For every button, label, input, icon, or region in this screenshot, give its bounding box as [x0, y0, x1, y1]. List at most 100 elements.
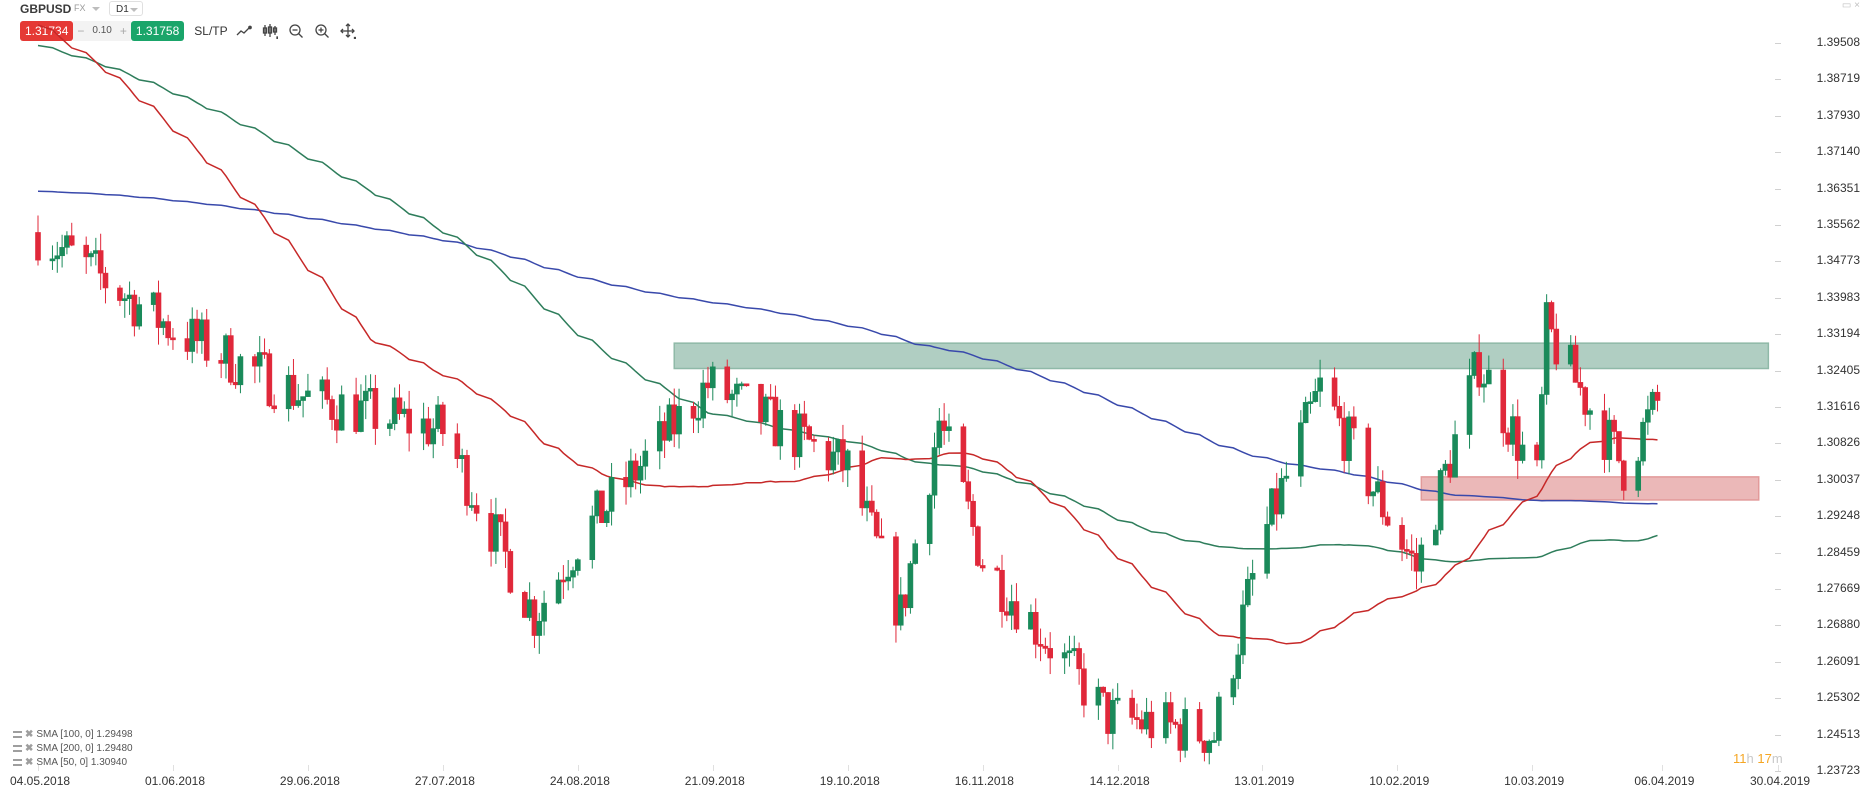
zoom-out-icon[interactable]: [286, 21, 306, 41]
support-zone[interactable]: [1420, 476, 1760, 501]
bearish-candle: [1100, 686, 1107, 693]
bearish-candle: [165, 321, 171, 339]
resistance-zone[interactable]: [673, 342, 1770, 370]
symbol-label[interactable]: GBPUSD: [20, 2, 72, 16]
time-axis-tick: [1662, 765, 1664, 771]
close-icon[interactable]: ✖: [25, 729, 34, 740]
bullish-candle: [1298, 422, 1304, 477]
settings-icon[interactable]: [13, 759, 22, 766]
bullish-candle: [1216, 696, 1222, 741]
legend-label: SMA [50, 0] 1.30940: [36, 757, 128, 768]
bullish-candle: [1211, 740, 1217, 743]
bullish-candle: [1235, 654, 1241, 679]
bearish-candle: [960, 426, 967, 482]
bearish-candle: [801, 413, 808, 427]
time-axis-tick: [1532, 765, 1534, 771]
decrease-quantity-button[interactable]: −: [77, 24, 85, 38]
zoom-in-icon[interactable]: [312, 21, 332, 41]
time-axis-label: 19.10.2018: [819, 774, 880, 788]
bearish-candle: [184, 338, 191, 352]
bullish-candle: [223, 335, 229, 364]
bearish-candle: [632, 460, 639, 481]
price-axis-label: 1.31616: [1816, 398, 1860, 413]
bullish-candle: [199, 319, 205, 342]
increase-quantity-button[interactable]: +: [119, 24, 127, 38]
bullish-candle: [1539, 394, 1545, 461]
time-axis-label: 10.02.2019: [1369, 774, 1430, 788]
bearish-candle: [859, 450, 866, 509]
bearish-candle: [488, 513, 494, 552]
bullish-candle: [1240, 604, 1246, 656]
buy-button[interactable]: 1.31758: [130, 21, 185, 41]
market-label: FX: [74, 3, 86, 13]
bearish-candle: [560, 579, 567, 583]
bearish-candle: [440, 404, 446, 435]
bearish-candle: [1013, 601, 1020, 630]
bullish-candle: [1061, 652, 1068, 659]
legend-label: SMA [100, 0] 1.29498: [36, 729, 133, 740]
bearish-candle: [690, 406, 697, 419]
bullish-candle: [88, 253, 94, 258]
bearish-candle: [497, 514, 504, 523]
bearish-candle: [1399, 524, 1405, 550]
sltp-button[interactable]: SL/TP: [194, 24, 228, 38]
bearish-candle: [994, 567, 1000, 571]
bullish-candle: [1264, 524, 1270, 574]
bullish-candle: [1606, 419, 1613, 460]
bearish-candle: [1201, 740, 1208, 753]
bearish-candle: [266, 353, 273, 407]
price-axis-tick: [1775, 479, 1781, 481]
bullish-candle: [656, 421, 663, 452]
crosshair-move-icon[interactable]: [338, 21, 358, 41]
bearish-candle: [1047, 648, 1053, 659]
quantity-stepper[interactable]: − 0.10 +: [73, 21, 131, 41]
price-axis-tick: [1775, 261, 1781, 263]
bullish-candle: [926, 494, 933, 544]
bearish-candle: [791, 410, 798, 458]
settings-icon[interactable]: [13, 731, 22, 738]
candlestick-icon[interactable]: [260, 21, 280, 41]
bearish-candle: [869, 500, 875, 513]
quantity-value[interactable]: 0.10: [92, 25, 112, 36]
bearish-candle: [840, 439, 846, 471]
bearish-candle: [772, 396, 779, 447]
bearish-candle: [1341, 417, 1348, 461]
price-axis-label: 1.33194: [1816, 326, 1860, 341]
bearish-candle: [218, 360, 224, 364]
time-axis-label: 16.11.2018: [954, 774, 1014, 788]
bullish-candle: [160, 321, 167, 328]
bullish-candle: [1095, 686, 1102, 706]
price-axis-label: 1.28459: [1816, 544, 1860, 559]
bullish-candle: [1110, 699, 1116, 734]
market-selector[interactable]: FX: [74, 3, 100, 13]
bearish-candle: [1553, 328, 1560, 365]
bullish-candle: [1567, 344, 1574, 365]
close-icon[interactable]: ✖: [25, 743, 34, 754]
line-chart-icon[interactable]: [234, 21, 254, 41]
bearish-candle: [1582, 387, 1589, 415]
bearish-candle: [965, 481, 972, 502]
bullish-candle: [1269, 488, 1275, 525]
price-axis-label: 1.37930: [1816, 107, 1860, 122]
bullish-candle: [305, 390, 311, 397]
bullish-candle: [1028, 612, 1034, 630]
bullish-candle: [575, 559, 581, 571]
bullish-candle: [695, 417, 702, 421]
bullish-candle: [1649, 391, 1656, 410]
bullish-candle: [121, 298, 128, 301]
bullish-candle: [1230, 678, 1237, 698]
time-axis-tick: [577, 765, 579, 771]
bearish-candle: [155, 292, 162, 328]
close-icon[interactable]: ✖: [25, 757, 34, 768]
bearish-candle: [975, 526, 981, 566]
bullish-candle: [1206, 740, 1213, 753]
window-controls[interactable]: ▭ ×: [1841, 0, 1860, 11]
settings-icon[interactable]: [13, 745, 22, 752]
bullish-candle: [1375, 481, 1381, 493]
timeframe-selector[interactable]: D1: [109, 1, 143, 16]
time-axis-tick: [38, 765, 39, 771]
price-axis-tick: [1775, 516, 1781, 518]
price-axis-tick: [1775, 552, 1781, 554]
bearish-candle: [705, 382, 711, 389]
